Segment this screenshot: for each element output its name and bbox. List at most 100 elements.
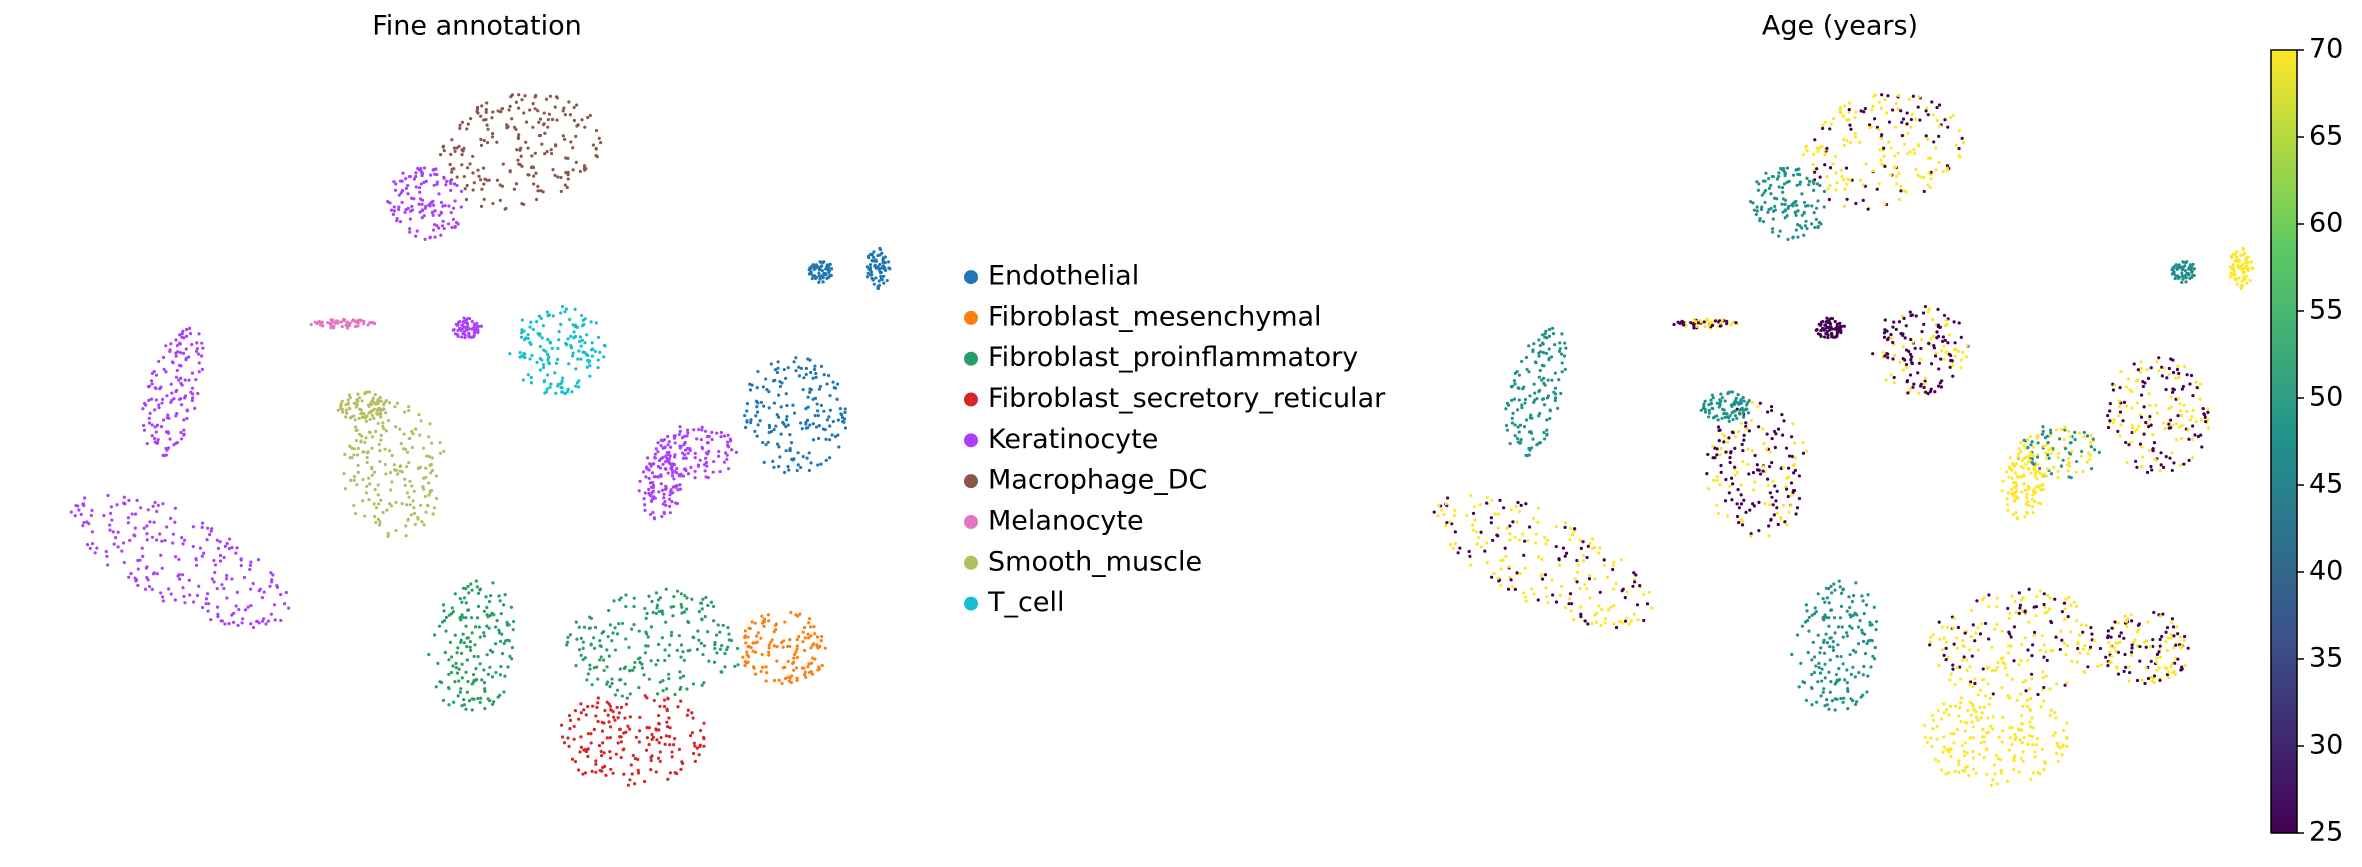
cell-point: [1564, 346, 1568, 350]
cell-point: [157, 359, 161, 364]
cell-point: [269, 571, 273, 575]
cell-point: [389, 504, 394, 508]
cell-point: [395, 401, 400, 405]
cell-point: [1961, 639, 1965, 643]
cell-point: [468, 645, 472, 649]
cell-point: [1770, 408, 1774, 413]
cell-point: [786, 464, 790, 469]
cell-point: [1713, 319, 1718, 323]
cell-point: [2159, 463, 2163, 467]
cell-point: [2194, 380, 2198, 384]
cell-point: [578, 169, 582, 174]
cell-point: [1992, 763, 1996, 767]
cell-point: [682, 658, 686, 662]
cell-point: [1824, 615, 1828, 620]
cell-point: [1831, 117, 1836, 121]
cell-point: [2088, 453, 2092, 457]
cell-point: [1916, 173, 1920, 177]
cell-point: [2170, 468, 2174, 473]
cell-point: [2016, 455, 2020, 460]
cell-point: [2000, 740, 2004, 744]
cell-point: [563, 183, 567, 187]
cell-point: [2107, 641, 2111, 645]
cell-point: [613, 693, 617, 697]
cell-point: [2177, 375, 2181, 379]
cell-point: [680, 436, 685, 440]
cell-point: [491, 110, 495, 114]
cell-point: [431, 512, 435, 516]
cell-point: [1906, 152, 1910, 156]
cell-point: [1951, 113, 1955, 118]
cell-point: [2078, 431, 2082, 435]
cell-point: [561, 390, 565, 394]
cell-point: [2023, 514, 2027, 519]
cell-point: [1853, 135, 1857, 139]
cell-point: [349, 478, 353, 482]
cell-point: [2122, 669, 2126, 673]
cell-point: [182, 428, 186, 432]
cell-point: [1872, 117, 1877, 121]
cell-point: [1752, 504, 1756, 508]
cell-point: [447, 222, 451, 226]
cell-point: [2029, 697, 2033, 701]
cell-point: [367, 430, 372, 434]
cell-point: [437, 624, 442, 628]
cell-point: [1739, 421, 1743, 425]
cell-point: [723, 652, 727, 656]
cell-point: [866, 271, 870, 275]
cell-point: [2058, 746, 2062, 750]
cell-point: [495, 140, 499, 144]
cell-point: [1795, 222, 1800, 227]
cell-point: [359, 440, 363, 444]
cell-point: [479, 114, 483, 118]
cell-point: [505, 620, 509, 625]
cell-point: [2108, 409, 2112, 413]
cell-point: [1819, 222, 1823, 226]
cell-point: [2162, 366, 2166, 371]
cell-point: [1906, 391, 1910, 395]
cell-point: [1709, 398, 1713, 402]
cell-point: [365, 484, 369, 488]
cell-point: [571, 168, 575, 172]
cell-point: [1918, 118, 1922, 122]
cell-point: [1470, 523, 1475, 527]
cell-point: [685, 687, 689, 691]
cell-point: [1750, 449, 1755, 453]
cell-point: [1710, 323, 1715, 328]
cell-point: [1529, 413, 1533, 417]
cell-point: [1845, 668, 1849, 672]
cell-point: [594, 153, 598, 158]
cell-point: [1794, 512, 1798, 516]
cell-point: [1952, 741, 1956, 745]
cell-point: [659, 457, 663, 461]
cell-point: [797, 374, 802, 378]
cell-point: [1934, 351, 1938, 355]
cell-point: [450, 170, 454, 174]
cell-point: [1971, 756, 1976, 760]
cell-point: [1978, 632, 1983, 636]
cell-point: [814, 375, 818, 379]
cell-point: [828, 408, 832, 412]
cell-point: [1942, 636, 1946, 640]
cell-point: [1473, 518, 1477, 522]
cell-point: [1581, 540, 1585, 544]
cell-point: [2049, 708, 2053, 712]
cell-point: [1699, 408, 1703, 412]
cell-point: [389, 488, 393, 492]
cell-point: [386, 418, 391, 423]
cell-point: [2099, 663, 2103, 667]
cell-point: [785, 403, 789, 408]
cell-point: [275, 583, 279, 588]
cell-point: [472, 654, 476, 659]
cell-point: [1536, 520, 1540, 524]
cell-point: [723, 665, 727, 669]
cell-point: [442, 609, 446, 613]
umap-plot: [1432, 93, 2255, 787]
cell-point: [1765, 477, 1770, 481]
cell-point: [427, 652, 431, 657]
cell-point: [495, 178, 500, 182]
cell-point: [485, 605, 489, 610]
cell-point: [1749, 199, 1753, 204]
cell-point: [2004, 470, 2009, 474]
cell-point: [2031, 726, 2035, 730]
